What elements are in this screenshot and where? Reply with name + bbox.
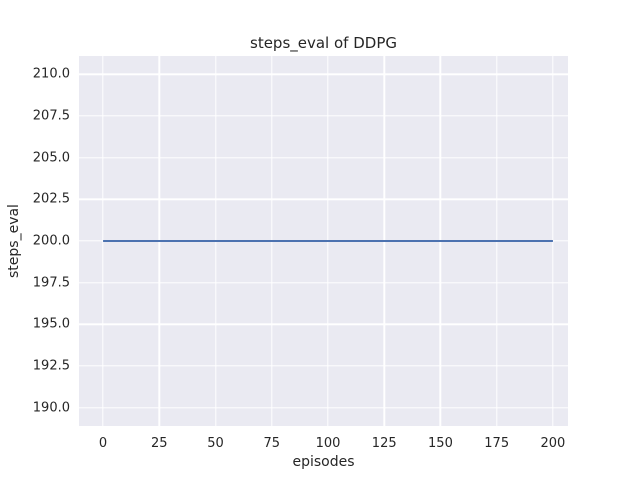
plot-area: 0 25 50 75 100 125 150 175 200 190.0 192.5 195.0 19…: [33, 56, 568, 470]
chart-title: steps_eval of DDPG: [250, 34, 397, 52]
gridline-horizontal: [79, 156, 568, 159]
y-tick-label: 202.5: [32, 191, 70, 207]
y-tick-label: 190.0: [32, 400, 70, 416]
x-tick-label: 50: [207, 436, 224, 451]
x-tick-label: 75: [263, 436, 281, 451]
x-tick-label: 150: [428, 436, 453, 451]
gridline-horizontal: [79, 323, 568, 326]
y-tick-label: 207.5: [32, 108, 70, 124]
gridline-horizontal: [79, 365, 568, 367]
y-tick-label: 210.0: [32, 66, 70, 82]
y-tick-label: 195.0: [32, 316, 70, 332]
y-tick-label: 205.0: [32, 150, 70, 166]
gridline-horizontal: [79, 198, 568, 201]
x-tick-label: 200: [540, 436, 566, 451]
y-tick-label: 197.5: [32, 275, 70, 291]
x-tick-label: 25: [151, 436, 168, 451]
gridline-horizontal: [79, 73, 568, 76]
x-tick-label: 175: [484, 436, 510, 451]
x-axis-label: episodes: [292, 454, 355, 470]
x-tick-label: 0: [98, 436, 108, 451]
y-tick-label: 200.0: [32, 233, 70, 249]
gridline-horizontal: [79, 115, 568, 117]
x-tick-label: 100: [315, 436, 341, 451]
y-tick-label: 192.5: [32, 358, 70, 374]
gridline-horizontal: [79, 281, 568, 284]
x-tick-label: 125: [371, 436, 397, 451]
y-axis-label: steps_eval: [6, 204, 22, 278]
gridline-horizontal: [79, 406, 568, 409]
data-line-steps-eval: [79, 56, 568, 426]
